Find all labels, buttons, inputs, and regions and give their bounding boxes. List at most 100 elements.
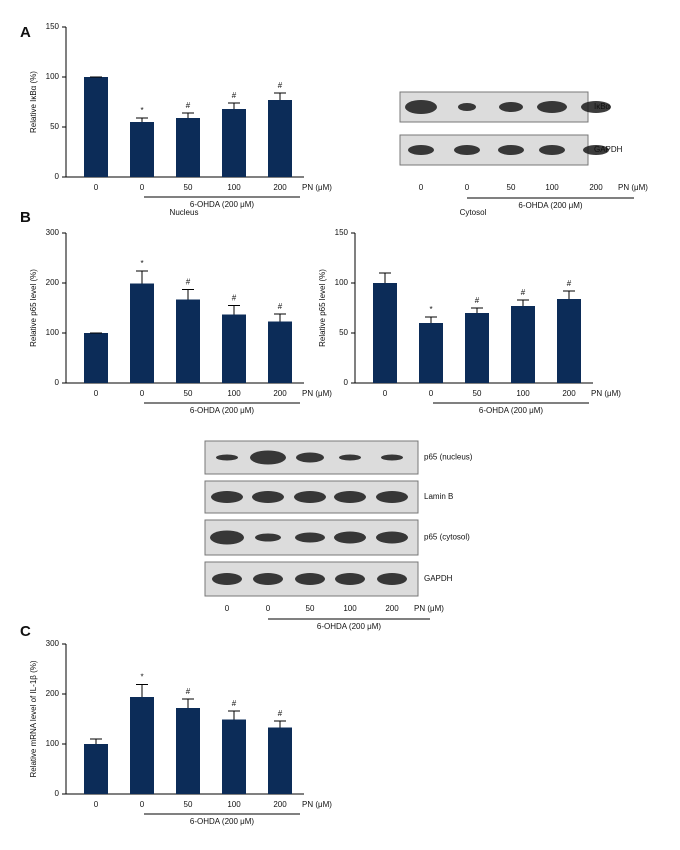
chart-title: Nucleus xyxy=(170,208,199,217)
bar xyxy=(465,313,489,383)
significance-mark: # xyxy=(278,302,283,311)
blot-lane-label: 0 xyxy=(465,183,470,192)
blot-band xyxy=(539,145,565,155)
error-bar xyxy=(182,698,194,708)
significance-mark: # xyxy=(278,81,283,90)
bar xyxy=(84,333,108,383)
bar xyxy=(268,100,292,177)
y-tick-label: 150 xyxy=(335,228,349,237)
blot-row-label: GAPDH xyxy=(594,145,623,154)
bar xyxy=(557,299,581,383)
error-bar xyxy=(136,270,148,284)
bar xyxy=(130,697,154,794)
blot-band xyxy=(339,454,361,461)
x-tick-label: 0 xyxy=(140,389,145,398)
treatment-label: 6-OHDA (200 μM) xyxy=(190,406,255,415)
x-unit-label: PN (μM) xyxy=(618,183,648,192)
blot-row-label: p65 (cytosol) xyxy=(424,533,470,542)
bar xyxy=(84,744,108,794)
blot-band xyxy=(376,491,408,503)
error-bar xyxy=(274,720,286,728)
bar xyxy=(176,118,200,177)
treatment-label: 6-OHDA (200 μM) xyxy=(479,406,544,415)
x-tick-label: 0 xyxy=(94,389,99,398)
blot-band xyxy=(296,452,324,463)
significance-mark: * xyxy=(140,106,143,115)
blot-lane-label: 0 xyxy=(419,183,424,192)
bar xyxy=(130,283,154,383)
error-bar xyxy=(471,307,483,313)
panel-letter: B xyxy=(20,209,31,226)
significance-mark: # xyxy=(567,279,572,288)
y-axis-label: Relative p65 level (%) xyxy=(29,269,38,347)
blot-band xyxy=(381,454,403,461)
blot-band xyxy=(253,573,283,585)
error-bar xyxy=(182,112,194,118)
bar xyxy=(176,708,200,794)
blot-band xyxy=(334,491,366,503)
blot-band xyxy=(405,100,437,114)
x-tick-label: 0 xyxy=(140,183,145,192)
blot-row-label: GAPDH xyxy=(424,574,453,583)
x-tick-label: 50 xyxy=(184,389,193,398)
blot-lane-label: 200 xyxy=(385,604,399,613)
y-tick-label: 300 xyxy=(46,639,60,648)
error-bar xyxy=(228,710,240,720)
blot-band xyxy=(211,491,243,503)
blot-band xyxy=(295,573,325,585)
blot-band xyxy=(581,101,611,113)
significance-mark: # xyxy=(475,296,480,305)
blot-band xyxy=(583,145,609,155)
y-tick-label: 100 xyxy=(335,278,349,287)
bar xyxy=(176,299,200,383)
blot-band xyxy=(212,573,242,585)
treatment-label: 6-OHDA (200 μM) xyxy=(190,817,255,826)
blot-lane-label: 0 xyxy=(266,604,271,613)
significance-mark: * xyxy=(429,305,432,314)
error-bar xyxy=(182,289,194,300)
chart-title: Cytosol xyxy=(460,208,487,217)
panel-letter: C xyxy=(20,623,31,640)
bar xyxy=(130,122,154,177)
y-tick-label: 200 xyxy=(46,689,60,698)
blot-lane-label: 50 xyxy=(306,604,315,613)
bar xyxy=(511,306,535,383)
x-tick-label: 50 xyxy=(473,389,482,398)
x-tick-label: 100 xyxy=(227,389,241,398)
x-tick-label: 100 xyxy=(227,800,241,809)
blot-band xyxy=(458,103,476,111)
blot-band xyxy=(250,450,286,465)
significance-mark: # xyxy=(186,101,191,110)
significance-mark: * xyxy=(140,259,143,268)
bar xyxy=(222,719,246,794)
x-unit-label: PN (μM) xyxy=(302,389,332,398)
x-tick-label: 200 xyxy=(562,389,576,398)
treatment-label: 6-OHDA (200 μM) xyxy=(518,201,583,210)
x-tick-label: 200 xyxy=(273,183,287,192)
significance-mark: # xyxy=(278,709,283,718)
blot-row-label: Lamin B xyxy=(424,492,453,501)
bar xyxy=(268,727,292,794)
y-tick-label: 150 xyxy=(46,22,60,31)
y-tick-label: 100 xyxy=(46,72,60,81)
y-tick-label: 50 xyxy=(50,122,59,131)
significance-mark: # xyxy=(232,294,237,303)
bar xyxy=(84,77,108,177)
x-tick-label: 0 xyxy=(140,800,145,809)
y-tick-label: 100 xyxy=(46,739,60,748)
significance-mark: # xyxy=(186,278,191,287)
error-bar xyxy=(274,92,286,100)
blot-row-label: p65 (nucleus) xyxy=(424,453,473,462)
x-tick-label: 50 xyxy=(184,183,193,192)
bar xyxy=(419,323,443,383)
panel-letter: A xyxy=(20,24,31,41)
y-axis-label: Relative mRNA level of IL-1β (%) xyxy=(29,660,38,777)
y-axis-label: Relative IκBα (%) xyxy=(29,71,38,133)
error-bar xyxy=(425,316,437,323)
x-tick-label: 200 xyxy=(273,389,287,398)
blot-band xyxy=(499,102,523,112)
x-tick-label: 200 xyxy=(273,800,287,809)
significance-mark: # xyxy=(521,288,526,297)
blot-band xyxy=(334,531,366,544)
